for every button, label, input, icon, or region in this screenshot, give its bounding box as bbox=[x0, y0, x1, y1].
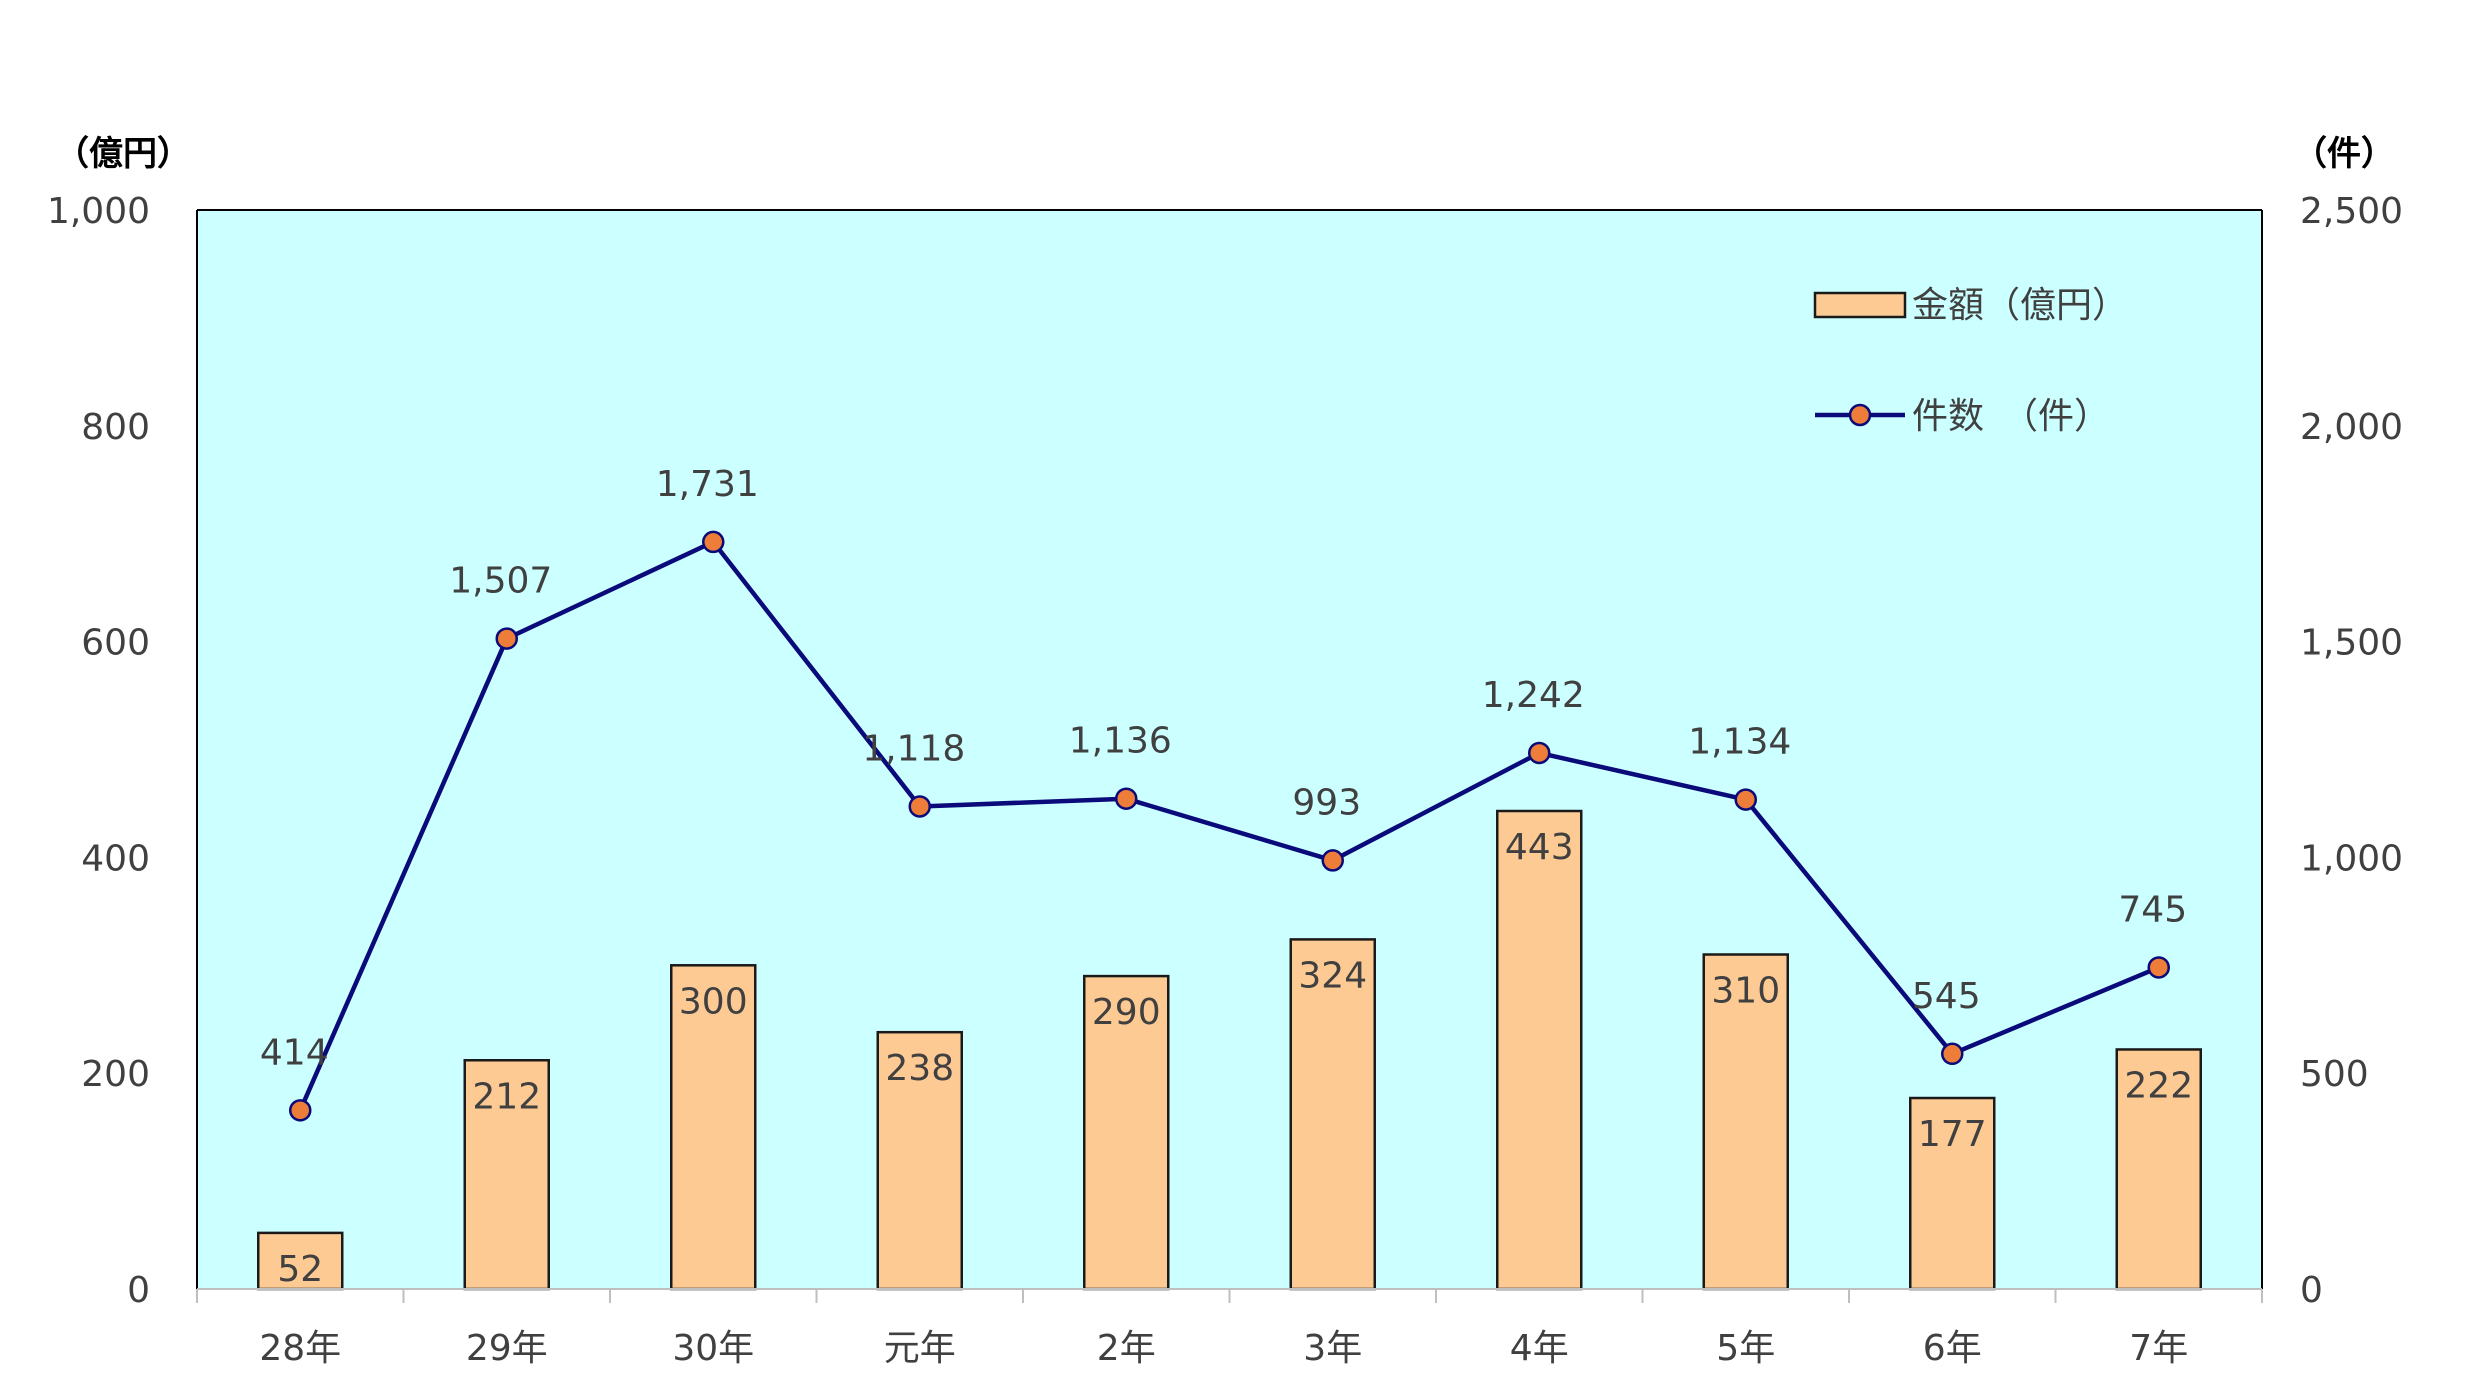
count-marker-2年 bbox=[1115, 787, 1138, 810]
right-axis-tick-label: 1,000 bbox=[2300, 838, 2403, 879]
bar-value-label: 310 bbox=[1711, 971, 1780, 1012]
bar-2年 bbox=[1083, 974, 1170, 1291]
x-tick-label: 7年 bbox=[2129, 1328, 2188, 1369]
bar-30年 bbox=[670, 964, 757, 1291]
bar-value-label: 290 bbox=[1092, 992, 1161, 1033]
right-axis-tick-label: 500 bbox=[2300, 1054, 2369, 1095]
line-value-label: 414 bbox=[260, 1032, 329, 1073]
bar-6年 bbox=[1909, 1096, 1996, 1291]
x-tick-label: 30年 bbox=[672, 1328, 754, 1369]
bar-4年 bbox=[1496, 809, 1583, 1291]
line-value-label: 545 bbox=[1912, 976, 1981, 1017]
x-tick-label: 4年 bbox=[1510, 1328, 1569, 1369]
count-marker-5年 bbox=[1734, 788, 1757, 811]
line-value-label: 1,118 bbox=[862, 728, 965, 769]
right-axis-tick-label: 2,000 bbox=[2300, 407, 2403, 448]
count-marker-4年 bbox=[1528, 741, 1551, 765]
legend-line-marker bbox=[1848, 403, 1872, 427]
bar-value-label: 300 bbox=[679, 981, 748, 1022]
line-value-label: 745 bbox=[2118, 889, 2187, 930]
left-axis-tick-label: 1,000 bbox=[47, 191, 150, 232]
left-axis-tick-label: 200 bbox=[81, 1054, 150, 1095]
count-marker-3年 bbox=[1321, 849, 1344, 872]
right-axis-tick-label: 0 bbox=[2300, 1270, 2323, 1311]
left-axis-tick-label: 800 bbox=[81, 407, 150, 448]
right-axis-tick-label: 2,500 bbox=[2300, 191, 2403, 232]
bar-29年 bbox=[463, 1059, 550, 1291]
x-tick-label: 6年 bbox=[1923, 1328, 1982, 1369]
count-marker-28年 bbox=[289, 1099, 312, 1122]
bar-value-label: 212 bbox=[472, 1076, 541, 1117]
line-value-label: 993 bbox=[1292, 782, 1361, 823]
bar-value-label: 222 bbox=[2124, 1065, 2193, 1106]
line-value-label: 1,507 bbox=[449, 561, 552, 602]
bar-3年 bbox=[1289, 938, 1376, 1291]
count-line bbox=[298, 539, 2160, 1112]
right-axis-unit: （件） bbox=[2293, 134, 2395, 174]
bar-value-label: 443 bbox=[1505, 827, 1574, 868]
x-tick-label: 28年 bbox=[259, 1328, 341, 1369]
line-value-label: 1,731 bbox=[656, 464, 759, 505]
bar-5年 bbox=[1702, 953, 1789, 1291]
line-value-label: 1,134 bbox=[1688, 722, 1791, 763]
bar-value-label: 177 bbox=[1918, 1114, 1987, 1155]
legend-bar-swatch bbox=[1813, 291, 1907, 319]
x-tick-label: 3年 bbox=[1303, 1328, 1362, 1369]
x-tick-label: 2年 bbox=[1097, 1328, 1156, 1369]
left-axis-tick-label: 600 bbox=[81, 623, 150, 664]
count-marker-7年 bbox=[2147, 956, 2170, 979]
left-axis-unit: （億円） bbox=[55, 134, 191, 174]
line-value-label: 1,136 bbox=[1069, 721, 1172, 762]
legend-line-label: 件数 （件） bbox=[1912, 396, 2110, 437]
count-marker-29年 bbox=[495, 627, 518, 650]
left-axis-tick-label: 0 bbox=[127, 1270, 150, 1311]
line-value-label: 1,242 bbox=[1482, 675, 1585, 716]
count-marker-6年 bbox=[1941, 1042, 1964, 1066]
legend-bar-label: 金額（億円） bbox=[1912, 285, 2128, 326]
bar-value-label: 324 bbox=[1298, 955, 1367, 996]
bar-value-label: 238 bbox=[885, 1048, 954, 1089]
bar-7年 bbox=[2115, 1048, 2202, 1291]
right-axis-tick-label: 1,500 bbox=[2300, 623, 2403, 664]
x-tick-label: 5年 bbox=[1716, 1328, 1775, 1369]
count-marker-元年 bbox=[908, 795, 931, 818]
bar-value-label: 52 bbox=[277, 1249, 323, 1290]
count-marker-30年 bbox=[702, 530, 725, 554]
x-tick-label: 29年 bbox=[466, 1328, 548, 1369]
bar-元年 bbox=[876, 1030, 963, 1291]
x-tick-label: 元年 bbox=[884, 1328, 956, 1369]
left-axis-tick-label: 400 bbox=[81, 838, 150, 879]
